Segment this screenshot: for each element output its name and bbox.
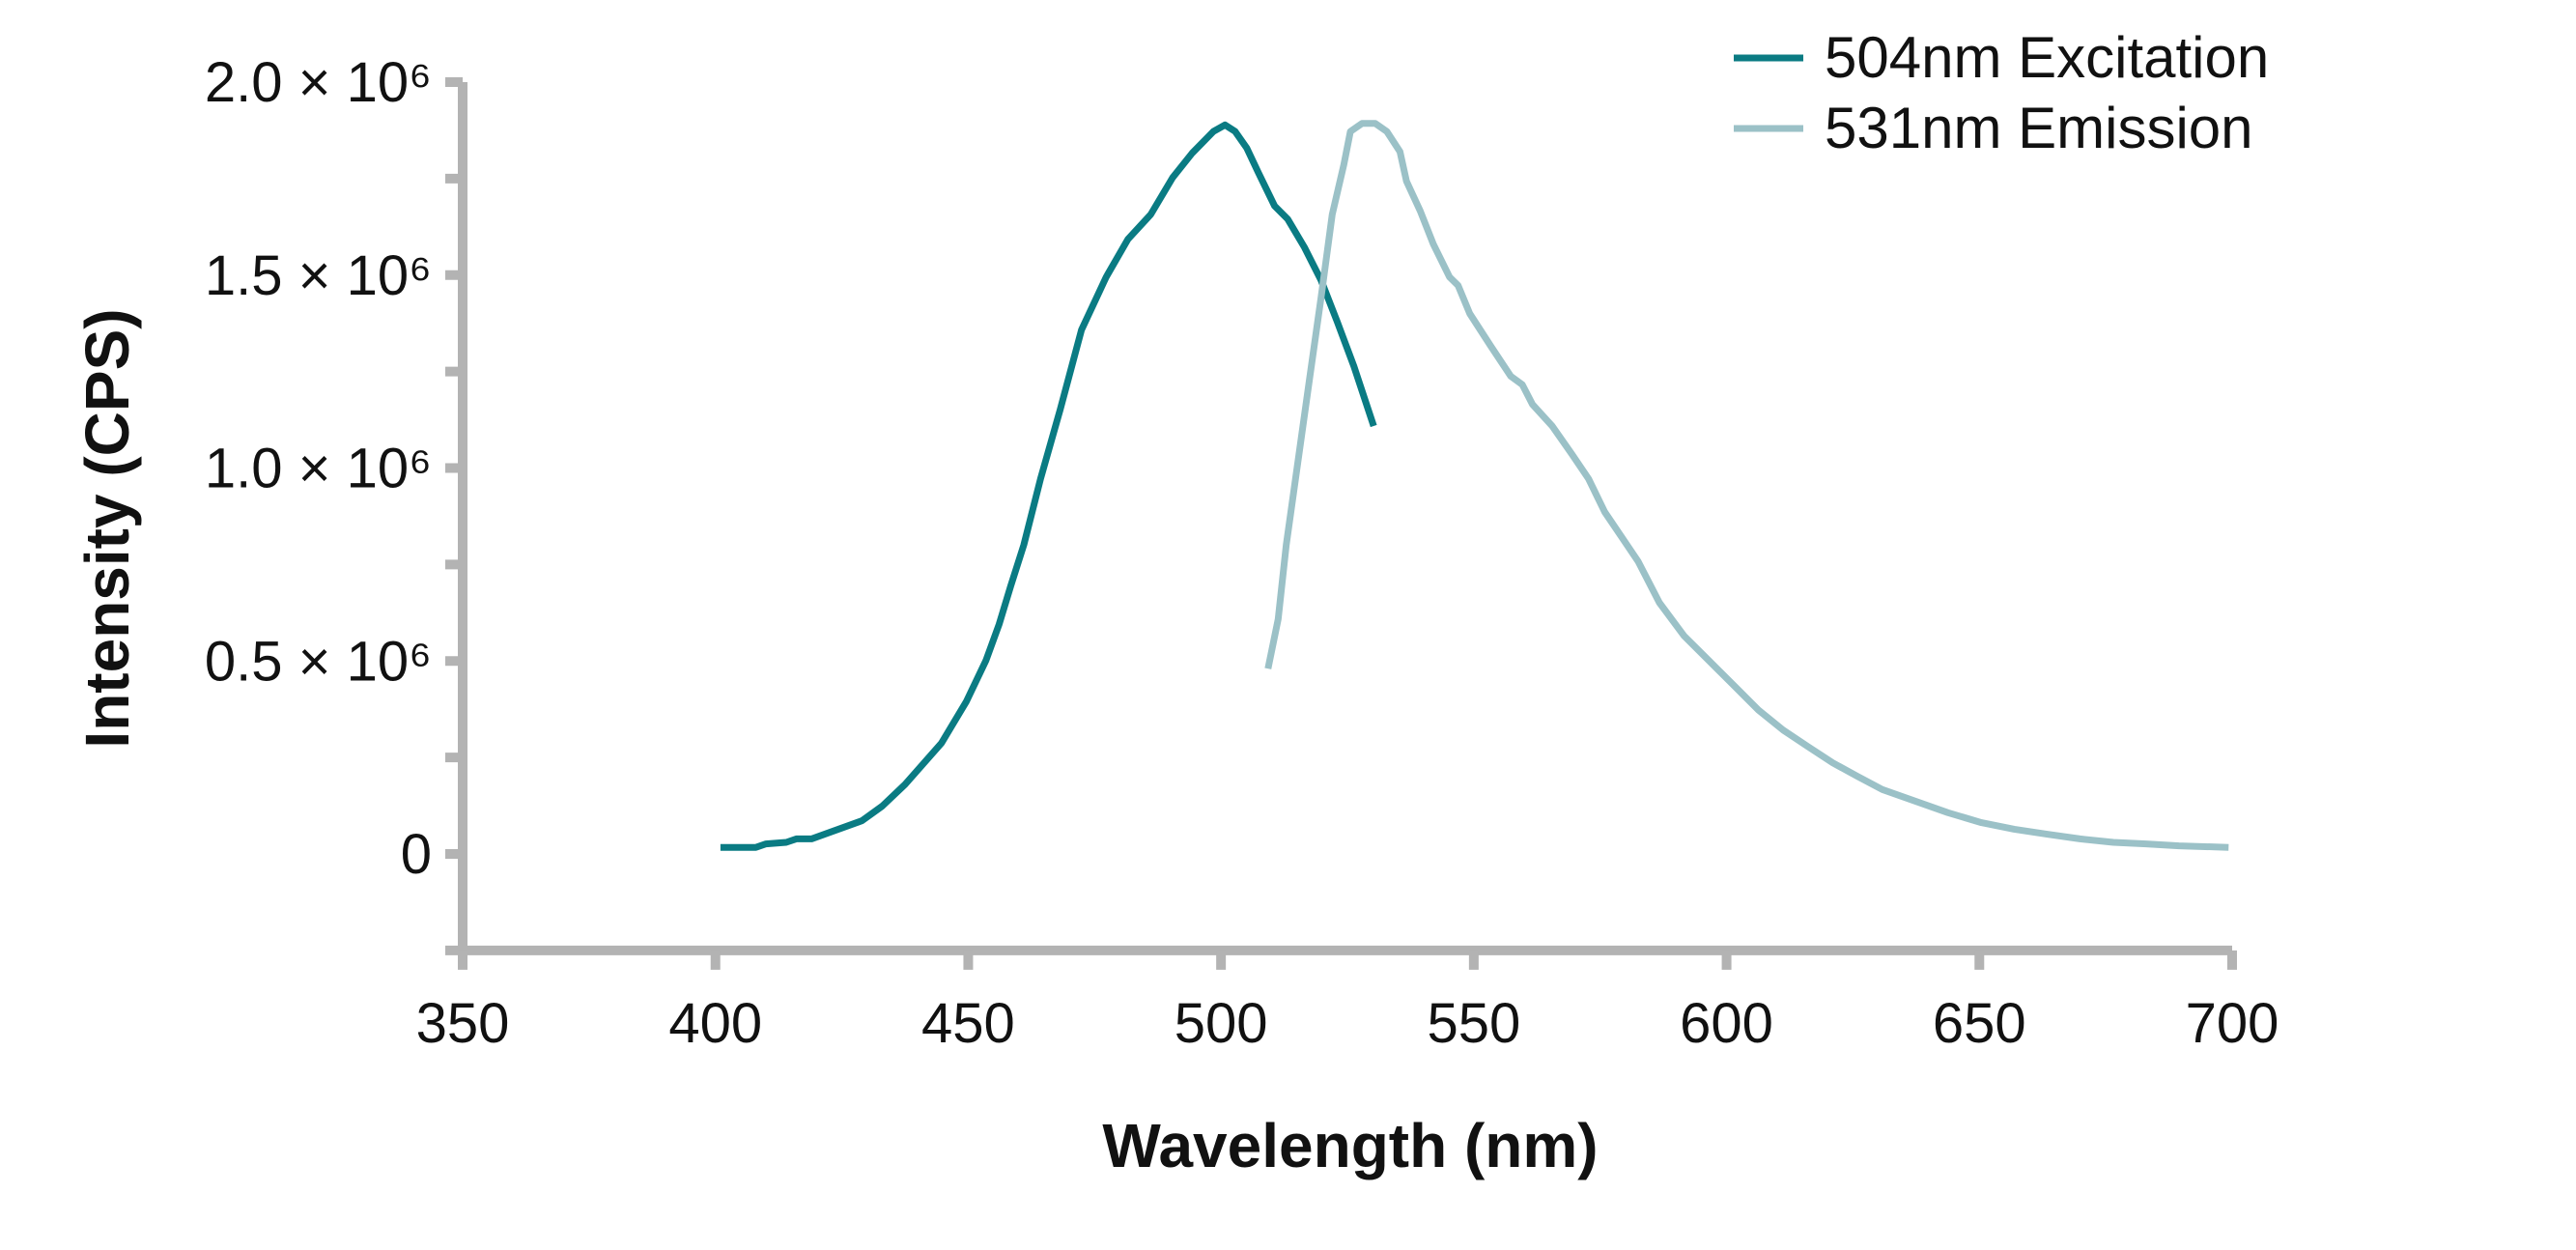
ticks: 0 0.5 × 10⁶ 1.0 × 10⁶ 1.5 × 10⁶ 2.0 × 10⁶ 350… bbox=[205, 51, 2279, 1055]
series-group bbox=[720, 120, 2229, 851]
series-line-emission bbox=[1264, 120, 2229, 851]
x-tick-label: 350 bbox=[416, 992, 510, 1055]
x-tick-label: 450 bbox=[921, 992, 1015, 1055]
x-tick-label: 500 bbox=[1175, 992, 1268, 1055]
y-tick-label: 0.5 × 10⁶ bbox=[205, 630, 432, 693]
legend-label-excitation: 504nm Excitation bbox=[1825, 25, 2269, 90]
axes bbox=[445, 82, 2232, 955]
legend-label-emission: 531nm Emission bbox=[1825, 96, 2253, 160]
x-tick-label: 400 bbox=[668, 992, 762, 1055]
x-tick-label: 600 bbox=[1680, 992, 1773, 1055]
y-tick-label: 1.5 × 10⁶ bbox=[205, 244, 432, 307]
y-tick-label: 2.0 × 10⁶ bbox=[205, 51, 432, 114]
legend: 504nm Excitation 531nm Emission bbox=[1734, 25, 2269, 160]
y-tick-label: 0 bbox=[401, 823, 432, 886]
y-tick-label: 1.0 × 10⁶ bbox=[205, 438, 432, 500]
x-tick-label: 700 bbox=[2186, 992, 2279, 1055]
y-axis-title: Intensity (CPS) bbox=[72, 308, 142, 748]
x-tick-label: 650 bbox=[1933, 992, 2026, 1055]
x-axis-title: Wavelength (nm) bbox=[1102, 1111, 1598, 1180]
series-line-excitation bbox=[720, 121, 1377, 851]
x-tick-label: 550 bbox=[1427, 992, 1520, 1055]
